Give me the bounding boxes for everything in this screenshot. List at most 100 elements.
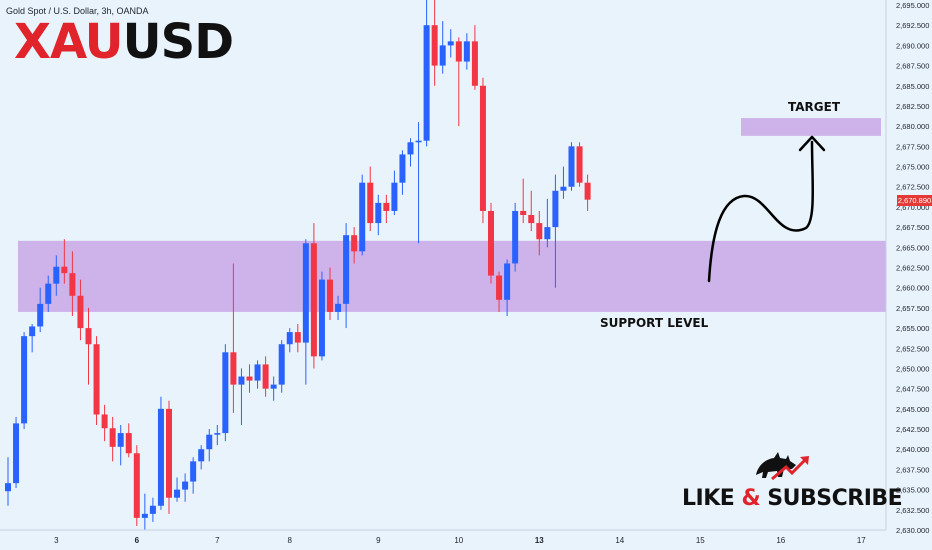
candle-body — [415, 140, 422, 143]
time-tick-label: 15 — [696, 536, 705, 545]
time-tick-label: 13 — [535, 536, 544, 545]
title-part-xau: XAU — [14, 14, 124, 70]
candle-body — [520, 210, 527, 215]
candle — [367, 166, 374, 232]
candle — [544, 198, 551, 248]
candle-body — [439, 45, 446, 66]
price-tick-label: 2,640.000 — [896, 445, 929, 454]
candle — [53, 255, 60, 296]
candle — [343, 223, 350, 329]
title-part-usd: USD — [122, 14, 234, 70]
candle-body — [431, 25, 438, 66]
price-tick-label: 2,670.000 — [896, 203, 929, 212]
candle-body — [512, 210, 519, 264]
candle — [407, 138, 414, 167]
candle — [528, 190, 535, 232]
candle-body — [343, 235, 350, 304]
candle-body — [222, 352, 229, 434]
candle — [327, 267, 333, 320]
candle — [45, 275, 52, 312]
candle — [568, 142, 575, 191]
candle — [520, 178, 527, 224]
candle-body — [174, 489, 181, 498]
candle — [5, 457, 11, 506]
candle — [246, 364, 253, 393]
cta-subscribe: SUBSCRIBE — [760, 486, 903, 511]
candle — [174, 477, 181, 502]
candle-body — [45, 283, 52, 304]
candle — [278, 340, 285, 393]
symbol-info: Gold Spot / U.S. Dollar, 3h, OANDA — [6, 6, 149, 16]
price-tick-label: 2,632.500 — [896, 506, 929, 515]
candle — [479, 77, 486, 224]
candle — [85, 307, 92, 385]
candle-body — [149, 505, 156, 514]
candle-body — [399, 154, 406, 183]
chart-title: XAUUSD — [14, 18, 234, 66]
candle-body — [383, 202, 390, 211]
candle — [198, 445, 205, 470]
candle-body — [544, 227, 551, 240]
candle-body — [391, 182, 398, 211]
price-tick-label: 2,637.500 — [896, 465, 929, 474]
candle-body — [471, 41, 478, 86]
candle — [415, 122, 422, 244]
price-tick-label: 2,685.000 — [896, 82, 929, 91]
candle — [109, 416, 116, 462]
candle-body — [93, 344, 100, 415]
candle-body — [335, 303, 342, 312]
candle — [383, 194, 390, 224]
candle-body — [407, 142, 414, 155]
price-tick-label: 2,652.500 — [896, 344, 929, 353]
candle-body — [488, 210, 494, 276]
candle-body — [53, 266, 60, 284]
candle-body — [552, 190, 559, 228]
candle-body — [198, 449, 205, 462]
candle-body — [568, 146, 575, 187]
support-zone — [18, 240, 886, 312]
candle-body — [13, 423, 20, 484]
candle-body — [157, 408, 164, 506]
candle — [512, 202, 519, 272]
cta-like: LIKE — [682, 486, 742, 511]
candle — [13, 416, 20, 488]
price-tick-label: 2,675.000 — [896, 163, 929, 172]
candle-body — [479, 85, 486, 211]
bull-bear-logo-icon — [756, 452, 809, 481]
candle-body — [528, 215, 535, 224]
candle — [141, 493, 148, 530]
cta-ampersand: & — [741, 486, 761, 511]
time-tick-label: 6 — [135, 536, 140, 545]
candle-body — [166, 408, 172, 498]
price-tick-label: 2,630.000 — [896, 526, 929, 535]
candle — [69, 251, 76, 316]
candle-body — [455, 41, 462, 62]
time-tick-label: 3 — [54, 536, 59, 545]
candle — [302, 239, 309, 385]
candle-body — [29, 326, 36, 337]
price-tick-label: 2,645.000 — [896, 405, 929, 414]
candle-body — [294, 332, 301, 343]
candle — [222, 344, 229, 442]
candle-body — [278, 344, 285, 385]
candle — [423, 0, 430, 147]
candle-body — [584, 182, 591, 200]
time-tick-label: 10 — [454, 536, 463, 545]
candle — [286, 328, 293, 353]
candle — [439, 21, 446, 74]
candle-body — [254, 364, 261, 381]
candle — [318, 271, 325, 361]
candle — [37, 287, 44, 333]
like-subscribe-cta[interactable]: LIKE & SUBSCRIBE — [682, 486, 903, 511]
candle-body — [351, 235, 358, 252]
candle — [101, 404, 108, 442]
candle-body — [246, 376, 253, 381]
candle-body — [375, 202, 382, 224]
candle-body — [141, 513, 148, 518]
candle — [206, 429, 213, 462]
price-tick-label: 2,682.500 — [896, 102, 929, 111]
price-tick-label: 2,650.000 — [896, 364, 929, 373]
candle-body — [37, 303, 44, 327]
